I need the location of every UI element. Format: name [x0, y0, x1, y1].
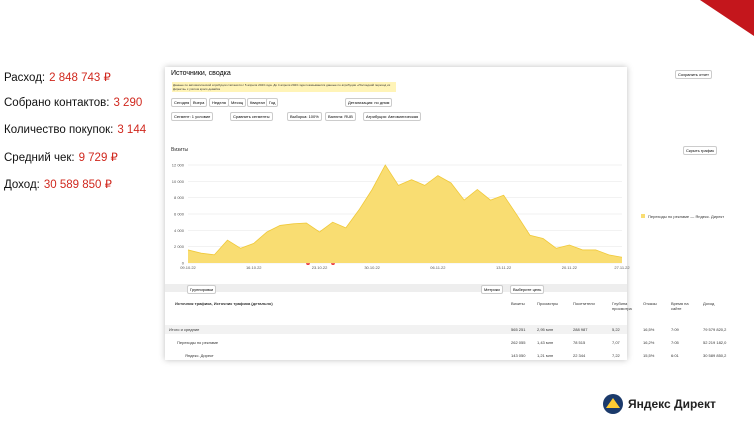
stat-label: Расход: — [4, 72, 46, 84]
sample[interactable]: Выборка: 100% — [287, 112, 322, 121]
group-by[interactable]: Детализация: по дням — [345, 98, 393, 107]
stat: Расход: 2 848 743 ₽ — [4, 70, 111, 84]
segment[interactable]: Сегмент: 1 условие — [171, 112, 214, 121]
logo-icon — [603, 394, 623, 414]
period-button[interactable]: Вчера — [190, 98, 208, 107]
stat-value: 9 729 ₽ — [78, 152, 118, 165]
notice: Данные по автоматической атрибуции счита… — [172, 82, 396, 92]
y-tick-label: 6 000 — [174, 212, 185, 217]
groupings[interactable]: Группировки — [187, 285, 217, 294]
cell: 52 219 182,0 — [703, 340, 727, 345]
cell: 565 251 — [511, 327, 526, 332]
x-tick-label: 16.10.22 — [246, 265, 262, 270]
metrics-button[interactable]: Метрики — [481, 285, 503, 294]
row-bg — [165, 338, 627, 347]
column-header: Просмотры — [537, 301, 559, 306]
metric: Визиты — [171, 147, 189, 153]
period-button[interactable]: Месяц — [228, 98, 247, 107]
stat: Количество покупок: 3 144 — [4, 124, 146, 136]
column-header: Посетители — [573, 301, 595, 306]
column-header: Время на сайте — [671, 301, 689, 311]
y-tick-label: 10 000 — [172, 179, 185, 184]
cell: 22 344 — [573, 353, 586, 358]
column-header: Глубина просмотра — [612, 301, 632, 311]
cell: 7:05 — [671, 340, 679, 345]
legend-label: Переходы по рекламе — Яндекс. Директ — [648, 214, 724, 219]
x-tick-label: 09.10.22 — [180, 265, 196, 270]
cell: 143 050 — [511, 353, 526, 358]
stat-label: Доход: — [4, 179, 40, 192]
save-button[interactable]: Сохранить отчет — [675, 70, 712, 79]
dimension: Источник трафика, Источник трафика (дета… — [175, 301, 273, 306]
logo-text: Яндекс Директ — [628, 397, 716, 411]
hide-chart[interactable]: Скрыть график — [683, 146, 717, 155]
cell: 2,95 млн — [537, 327, 554, 332]
attribution[interactable]: Атрибуция: Автоматическая — [363, 112, 422, 121]
column-header: Отказы — [643, 301, 657, 306]
cell: 1,43 млн — [537, 340, 554, 345]
cell: 78 515 — [573, 340, 586, 345]
cell: 262 055 — [511, 340, 526, 345]
area-line — [187, 164, 623, 258]
column-header: Визиты — [511, 301, 525, 306]
stat: Доход: 30 589 850 ₽ — [4, 177, 112, 191]
column-header: Доход — [703, 301, 715, 306]
x-tick-label: 23.10.22 — [312, 265, 328, 270]
cell: 7,22 — [612, 353, 620, 358]
row-bg — [165, 351, 627, 360]
x-tick-label: 13.11.22 — [496, 265, 512, 270]
report-title: Источники, сводка — [171, 70, 231, 77]
stat: Средний чек: 9 729 ₽ — [4, 150, 118, 164]
goal[interactable]: Выберите цель — [510, 285, 545, 294]
stat-value: 2 848 743 ₽ — [49, 72, 111, 84]
row-label: Переходы по рекламе — [177, 340, 219, 345]
cell: 1,21 млн — [537, 353, 554, 358]
compare[interactable]: Сравнить сегменты — [230, 112, 273, 121]
row-label: Итого и средние — [169, 327, 200, 332]
stat-value: 30 589 850 ₽ — [43, 179, 112, 192]
cell: 16,5% — [643, 327, 655, 332]
y-tick-label: 8 000 — [174, 195, 185, 200]
cell: 7,07 — [612, 340, 620, 345]
x-tick-label: 06.11.22 — [430, 265, 446, 270]
x-tick-label: 20.11.22 — [562, 265, 578, 270]
cell: 79 579 820,2 — [703, 327, 727, 332]
x-tick-label: 30.10.22 — [364, 265, 380, 270]
cell: 30 589 850,2 — [703, 353, 727, 358]
cell: 7:09 — [671, 327, 679, 332]
cell: 5,22 — [612, 327, 620, 332]
currency[interactable]: Валюта: RUB — [325, 112, 356, 121]
x-tick-label: 27.11.22 — [614, 265, 630, 270]
y-tick-label: 2 000 — [174, 244, 185, 249]
cell: 16,2% — [643, 340, 655, 345]
stat-label: Средний чек: — [4, 152, 75, 165]
stat-value: 3 144 — [117, 123, 147, 136]
stat-label: Собрано контактов: — [4, 96, 110, 109]
stat: Собрано контактов: 3 290 — [4, 97, 142, 109]
area-fill — [188, 165, 622, 263]
stat-label: Количество покупок: — [4, 123, 114, 136]
row-label: Яндекс. Директ — [185, 353, 214, 358]
y-tick-label: 0 — [182, 261, 185, 266]
toolbar — [165, 284, 627, 292]
row-bg — [165, 325, 627, 334]
y-tick-label: 12 000 — [172, 163, 185, 168]
y-tick-label: 4 000 — [174, 228, 185, 233]
cell: 288 987 — [573, 327, 588, 332]
period-button[interactable]: Год — [266, 98, 279, 107]
cell: 15,5% — [643, 353, 655, 358]
cell: 6:01 — [671, 353, 679, 358]
stat-value: 3 290 — [113, 96, 143, 109]
legend-swatch — [641, 214, 645, 218]
